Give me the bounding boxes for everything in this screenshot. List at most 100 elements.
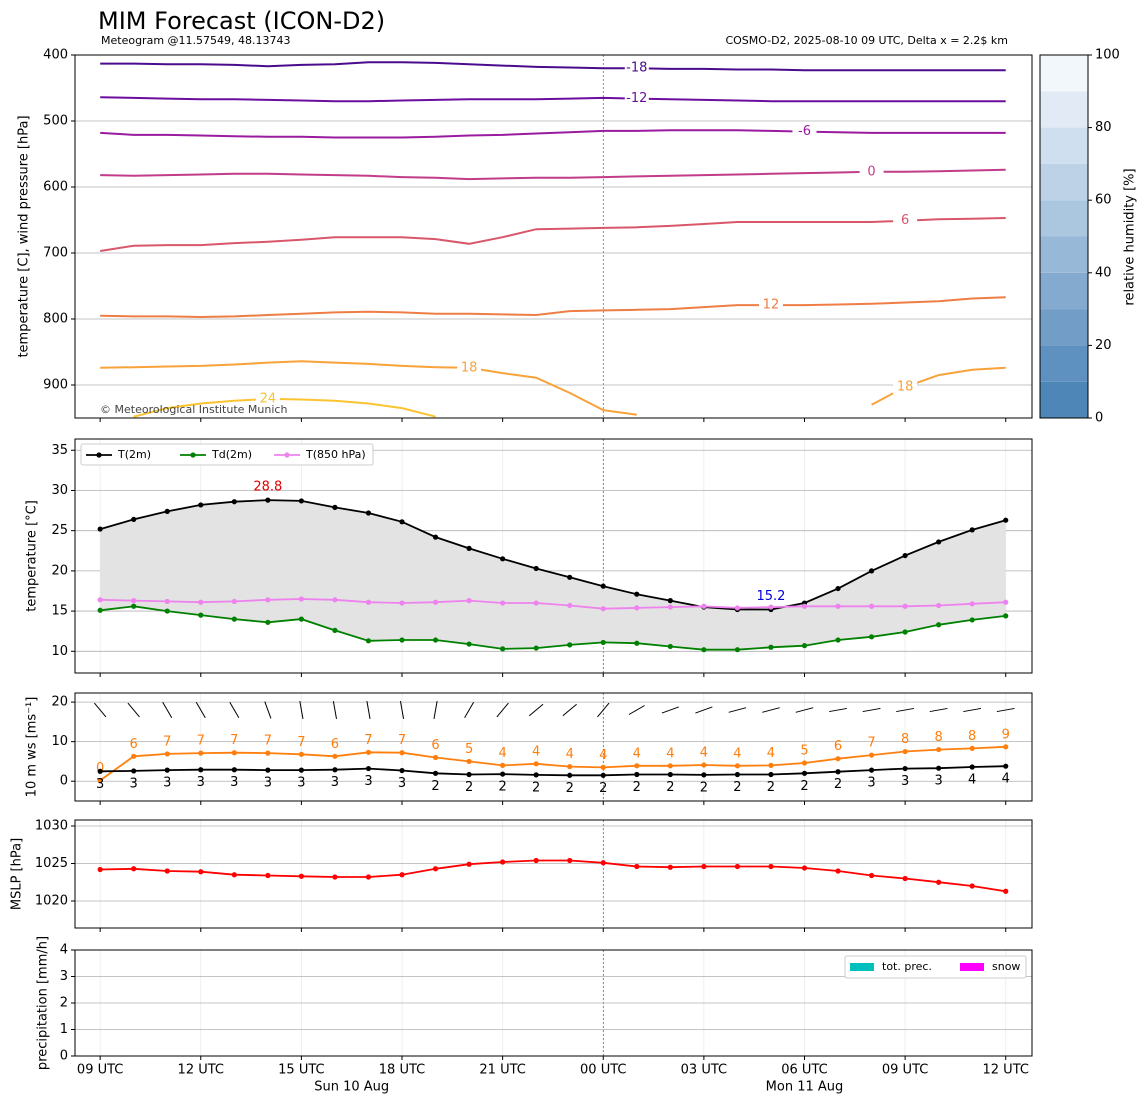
- value-label: 7: [264, 734, 272, 749]
- y-tick-label: 10: [51, 644, 68, 659]
- y-axis-label: 10 m ws [ms⁻¹]: [25, 697, 40, 798]
- point: [265, 619, 271, 625]
- point: [902, 875, 908, 882]
- point: [600, 583, 606, 589]
- value-label: 4: [1002, 772, 1010, 787]
- point: [567, 574, 573, 580]
- colorbar-tick-label: 0: [1095, 411, 1103, 426]
- point: [936, 746, 942, 753]
- wind-barb: [862, 707, 881, 713]
- value-label: 2: [431, 779, 439, 794]
- source: COSMO-D2, 2025-08-10 09 UTC, Delta x = 2…: [725, 34, 1008, 47]
- point: [365, 638, 372, 644]
- point: [734, 771, 741, 778]
- point: [701, 762, 707, 768]
- point: [198, 750, 204, 756]
- point: [399, 767, 405, 774]
- series-line: [100, 598, 1006, 610]
- wind-barb: [929, 707, 948, 713]
- value-label: 6: [130, 737, 138, 752]
- y-tick-label: 3: [60, 969, 68, 984]
- point: [500, 646, 506, 652]
- point: [500, 771, 506, 777]
- point: [868, 603, 875, 609]
- fill-between: [100, 500, 1006, 650]
- point: [936, 879, 942, 885]
- point: [868, 634, 875, 640]
- value-label: 4: [767, 746, 775, 761]
- point: [97, 777, 103, 784]
- y-tick-label: 1: [60, 1022, 68, 1037]
- y-tick-label: 800: [43, 312, 68, 327]
- point: [466, 598, 472, 604]
- value-label: 2: [599, 781, 607, 796]
- point: [198, 502, 204, 508]
- y-tick-label: 15: [51, 604, 68, 619]
- x-tick-label: 09 UTC: [77, 1063, 123, 1078]
- value-label: 4: [666, 746, 674, 761]
- point: [801, 770, 808, 776]
- value-label: 7: [867, 736, 875, 751]
- value-label: 4: [633, 746, 641, 761]
- subtitle: Meteogram @11.57549, 48.13743: [101, 34, 291, 47]
- isotherm-label: 18: [897, 379, 914, 394]
- isotherm-label: 18: [461, 360, 478, 375]
- wind-barb: [597, 702, 610, 718]
- value-label: 3: [197, 775, 205, 790]
- point: [600, 860, 606, 866]
- point: [936, 622, 942, 628]
- point: [600, 639, 606, 646]
- point: [231, 872, 237, 878]
- point: [1003, 763, 1009, 769]
- point: [801, 865, 808, 871]
- point: [835, 769, 841, 775]
- point: [265, 497, 271, 503]
- legend-label: snow: [992, 960, 1020, 973]
- wind-barb: [299, 701, 304, 719]
- value-label: 3: [935, 774, 943, 789]
- point: [198, 612, 204, 618]
- value-label: 3: [867, 776, 875, 791]
- point: [768, 644, 774, 650]
- value-label: 3: [230, 775, 238, 790]
- point: [969, 601, 975, 607]
- y-tick-label: 30: [51, 483, 68, 498]
- y-tick-label: 400: [43, 48, 68, 63]
- point: [500, 859, 506, 865]
- value-label: 4: [599, 748, 607, 763]
- value-label: 2: [465, 780, 473, 795]
- value-label: 3: [331, 775, 339, 790]
- y-axis-label: precipitation [mm/h]: [36, 936, 51, 1070]
- x-tick-label: 12 UTC: [983, 1063, 1029, 1078]
- point: [734, 863, 741, 870]
- point: [164, 508, 170, 514]
- point: [432, 534, 439, 540]
- point: [131, 753, 137, 759]
- value-label: 7: [163, 734, 171, 749]
- wind-barb: [996, 707, 1015, 713]
- value-label: 2: [733, 780, 741, 795]
- isotherm-label-bg: [893, 213, 918, 228]
- point: [231, 499, 237, 505]
- colorbar-tick-label: 100: [1095, 48, 1120, 63]
- y-tick-label: 20: [51, 695, 68, 710]
- date-label: Mon 11 Aug: [766, 1080, 844, 1095]
- value-label: 0: [96, 761, 104, 776]
- value-label: 4: [700, 746, 708, 761]
- point: [466, 545, 472, 551]
- y-tick-label: 20: [51, 563, 68, 578]
- legend-marker: [190, 452, 196, 458]
- point: [936, 602, 942, 609]
- wind-barb: [896, 707, 915, 713]
- point: [399, 637, 405, 643]
- point: [533, 600, 539, 606]
- legend-box: [844, 955, 1027, 979]
- isotherm-label-bg: [457, 360, 482, 375]
- point: [801, 760, 808, 766]
- isotherm-label-bg: [758, 298, 783, 313]
- colorbar-band: [1040, 55, 1088, 92]
- point: [466, 758, 472, 765]
- point: [801, 643, 808, 649]
- wind-barb: [464, 701, 475, 719]
